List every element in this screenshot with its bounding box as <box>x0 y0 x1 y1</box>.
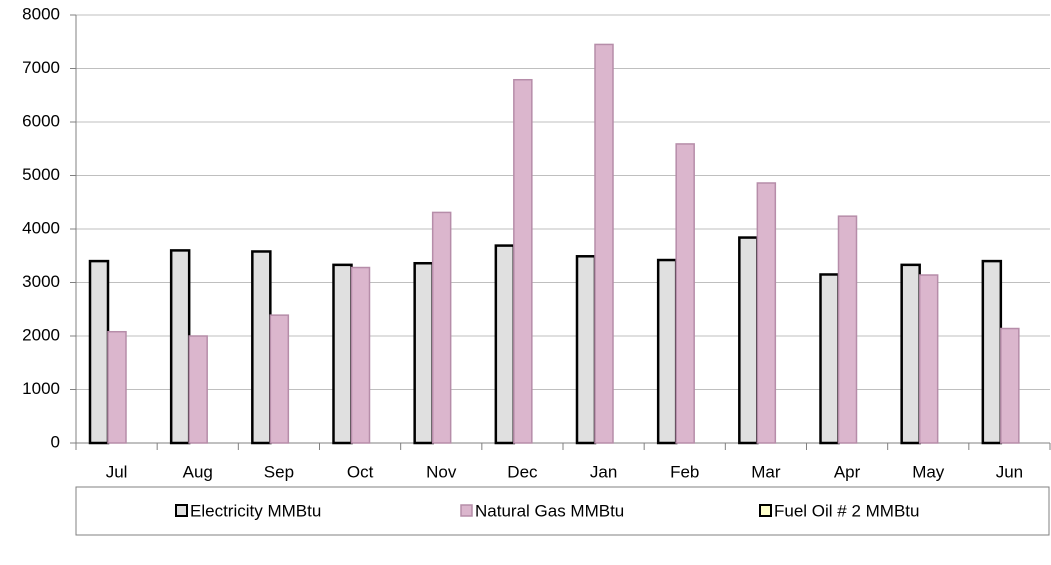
x-tick-label: Sep <box>264 462 294 481</box>
bar <box>431 211 452 444</box>
bar <box>756 182 777 444</box>
y-tick-label: 4000 <box>22 218 60 237</box>
bar <box>738 236 759 445</box>
bar <box>819 273 840 445</box>
bar <box>188 335 208 444</box>
legend-label: Electricity MMBtu <box>190 501 321 520</box>
y-tick-label: 6000 <box>22 111 60 130</box>
bar <box>575 255 597 445</box>
bar <box>107 330 127 444</box>
legend-swatch <box>175 504 188 517</box>
y-tick-label: 5000 <box>22 165 60 184</box>
bar <box>837 215 858 444</box>
x-tick-label: Oct <box>347 462 374 481</box>
x-tick-label: Jun <box>996 462 1023 481</box>
bar <box>494 244 516 445</box>
bar <box>675 143 695 444</box>
bar <box>656 258 678 445</box>
y-tick-label: 7000 <box>22 58 60 77</box>
legend-label: Fuel Oil # 2 MMBtu <box>774 501 920 520</box>
x-tick-label: Dec <box>507 462 538 481</box>
bar <box>332 263 353 445</box>
x-tick-label: Jan <box>590 462 617 481</box>
y-tick-label: 0 <box>51 432 60 451</box>
bar <box>900 263 921 445</box>
legend-label: Natural Gas MMBtu <box>475 501 624 520</box>
bar <box>251 250 272 445</box>
bar <box>413 261 434 445</box>
y-tick-label: 1000 <box>22 379 60 398</box>
y-tick-label: 3000 <box>22 272 60 291</box>
bar <box>350 266 371 444</box>
bar <box>918 274 939 444</box>
x-tick-label: Feb <box>670 462 699 481</box>
bar <box>169 249 191 445</box>
x-tick-label: Jul <box>106 462 128 481</box>
legend-box <box>75 486 1050 536</box>
bar <box>88 259 110 445</box>
bar <box>513 78 533 444</box>
bar <box>594 43 614 444</box>
x-tick-label: May <box>912 462 945 481</box>
legend-swatch <box>759 504 772 517</box>
legend-swatch <box>460 504 473 517</box>
y-tick-label: 2000 <box>22 325 60 344</box>
x-tick-label: Aug <box>183 462 213 481</box>
y-tick-label: 8000 <box>22 4 60 23</box>
bar <box>1000 327 1020 444</box>
x-tick-label: Apr <box>834 462 861 481</box>
bar <box>981 259 1003 445</box>
x-tick-label: Nov <box>426 462 457 481</box>
bar <box>269 314 290 444</box>
x-tick-label: Mar <box>751 462 781 481</box>
